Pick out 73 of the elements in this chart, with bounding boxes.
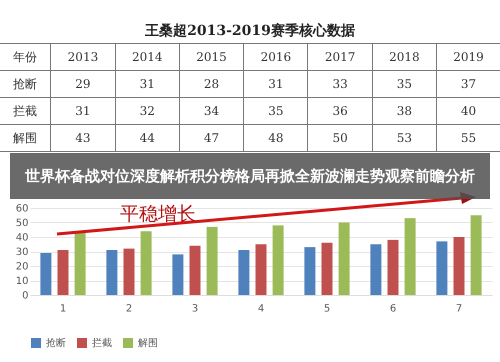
chart-subtitle: 世界杯备战对位深度解析积分榜格局再掀全新波澜走势观察前瞻分析 — [10, 153, 490, 199]
data-label: 55 — [436, 124, 500, 152]
legend-label: 解围 — [138, 338, 158, 349]
bar — [388, 240, 398, 295]
x-tick-label: 3 — [192, 304, 198, 314]
bar — [272, 225, 284, 295]
data-label: 35 — [244, 98, 308, 124]
y-tick-label: 0 — [22, 290, 28, 302]
chart-title: 王桑超2013-2019赛季核心数据 — [144, 22, 356, 40]
data-label: 47 — [179, 124, 244, 152]
bar — [338, 222, 350, 295]
bar — [106, 250, 118, 295]
text: 年份 — [0, 44, 51, 70]
y-tick-label: 10 — [16, 276, 28, 287]
x-tick-label: 1 — [60, 304, 66, 314]
text: 2018 — [372, 44, 437, 70]
text: 抢断 — [13, 76, 38, 90]
text: 2019 — [436, 44, 500, 70]
y-tick-label: 20 — [16, 262, 28, 272]
text: 2016 — [244, 44, 308, 70]
bar — [74, 232, 86, 295]
x-tick-label: 5 — [324, 304, 330, 314]
data-label: 32 — [115, 98, 180, 124]
text: 2013 — [50, 44, 116, 70]
y-tick-label: 50 — [16, 218, 28, 229]
bar — [256, 244, 266, 295]
data-label: 37 — [436, 70, 500, 98]
bar — [436, 241, 448, 295]
data-label: 31 — [115, 70, 180, 98]
legend-label: 抢断 — [46, 337, 66, 349]
bar — [370, 244, 382, 295]
bar — [304, 247, 316, 295]
data-label: 36 — [308, 98, 372, 124]
x-tick-label: 2 — [126, 304, 132, 314]
text: 2015 — [179, 44, 244, 70]
text: 2014 — [115, 44, 180, 70]
bar — [40, 252, 52, 295]
data-label: 43 — [50, 124, 116, 152]
bar — [172, 254, 184, 295]
data-label: 33 — [308, 70, 372, 98]
data-label: 35 — [372, 70, 437, 98]
x-tick-label: 4 — [258, 304, 264, 314]
x-tick-label: 7 — [456, 304, 462, 314]
bar — [454, 237, 464, 295]
data-label: 34 — [179, 98, 244, 124]
x-tick-label: 6 — [390, 304, 396, 314]
data-label: 40 — [436, 98, 500, 124]
y-tick-label: 60 — [16, 204, 28, 214]
data-label: 28 — [179, 70, 244, 98]
y-tick-label: 30 — [16, 247, 28, 258]
data-label: 50 — [308, 124, 372, 152]
text: 拦截 — [13, 104, 38, 118]
data-label: 53 — [372, 124, 437, 152]
legend-label: 拦截 — [92, 337, 112, 349]
text: 2017 — [308, 44, 372, 70]
bar — [58, 250, 68, 295]
bar — [238, 250, 250, 295]
annotation: 平稳增长 — [120, 202, 196, 227]
data-label: 48 — [244, 124, 308, 152]
data-label: 31 — [50, 98, 116, 124]
bar — [140, 231, 152, 295]
data-label: 38 — [372, 98, 437, 124]
data-label: 29 — [50, 70, 116, 98]
text: 解围 — [13, 130, 38, 144]
data-label: 44 — [115, 124, 180, 152]
bar — [470, 215, 482, 295]
bar — [124, 248, 134, 295]
bar — [190, 246, 200, 295]
data-label: 31 — [244, 70, 308, 98]
bar — [322, 242, 332, 295]
y-tick-label: 40 — [16, 232, 28, 244]
bar — [206, 226, 218, 295]
bar — [404, 218, 416, 295]
